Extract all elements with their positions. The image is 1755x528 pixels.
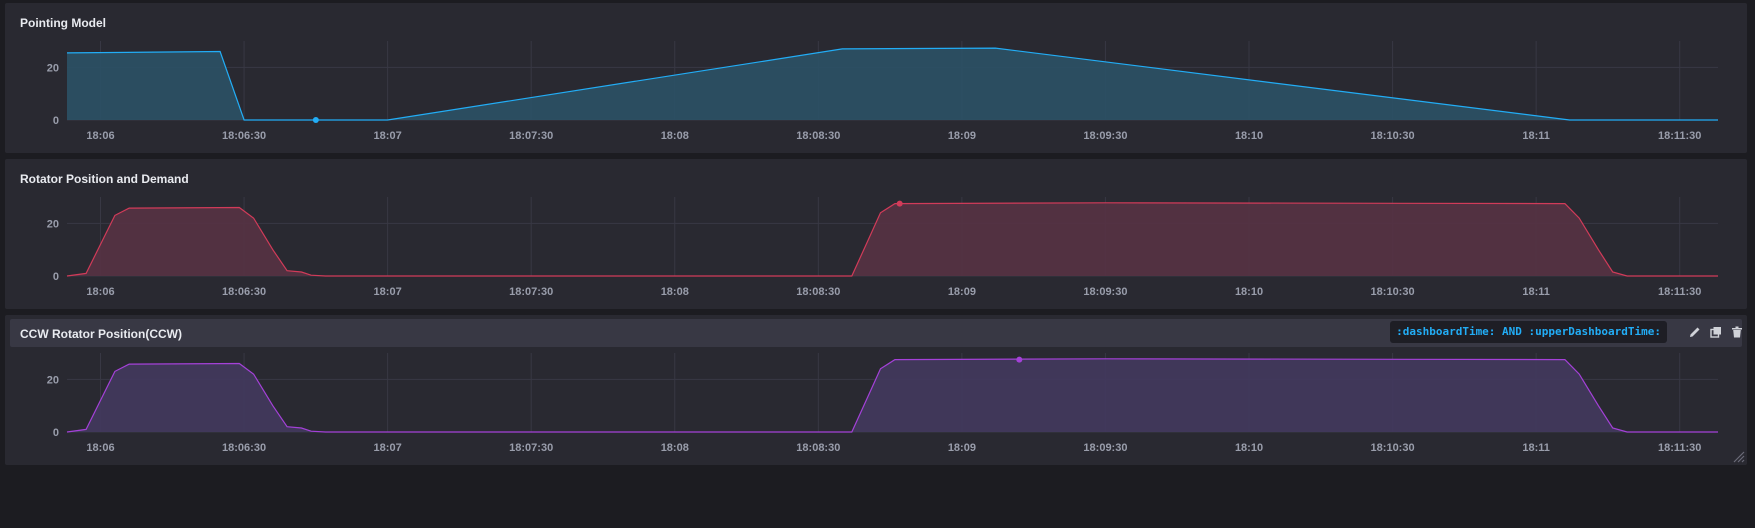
x-tick-label: 18:06:30 [222, 286, 266, 298]
x-tick-label: 18:06 [86, 442, 114, 454]
x-tick-label: 18:07 [374, 442, 402, 454]
rotator-position-chart[interactable]: 18:06 18:06:30 18:07 18:07:30 18:08 18:08:30 1… [5, 159, 1747, 309]
x-tick-label: 18:06:30 [222, 130, 266, 142]
x-tick-label: 18:07 [374, 130, 402, 142]
resize-handle-icon[interactable] [1731, 449, 1745, 463]
hover-point[interactable] [896, 200, 903, 207]
y-tick-label: 20 [47, 62, 59, 74]
series-line[interactable] [66, 47, 1718, 121]
x-tick-label: 18:09:30 [1083, 442, 1127, 454]
panel-title[interactable]: CCW Rotator Position(CCW) [20, 327, 182, 341]
pointing-model-chart[interactable]: 18:06 18:06:30 18:07 18:07:30 18:08 18:08:30 1… [5, 3, 1747, 153]
pencil-icon [1690, 327, 1700, 337]
y-tick-label: 0 [53, 427, 59, 439]
x-tick-label: 18:08 [661, 442, 689, 454]
series-line[interactable] [66, 202, 1718, 277]
panel-title[interactable]: Pointing Model [20, 16, 106, 30]
x-tick-label: 18:10:30 [1371, 442, 1415, 454]
ccw-rotator-chart[interactable]: 18:06 18:06:30 18:07 18:07:30 18:08 18:08:30 1… [5, 315, 1747, 465]
x-tick-label: 18:11 [1522, 286, 1550, 298]
x-tick-label: 18:11 [1522, 442, 1550, 454]
x-tick-label: 18:08:30 [796, 442, 840, 454]
x-tick-label: 18:07:30 [509, 130, 553, 142]
y-tick-label: 0 [53, 115, 59, 127]
edit-panel-button[interactable] [1685, 322, 1705, 342]
x-tick-label: 18:08 [661, 286, 689, 298]
x-tick-label: 18:11:30 [1658, 286, 1701, 298]
x-tick-label: 18:09:30 [1083, 286, 1127, 298]
y-tick-label: 20 [47, 218, 59, 230]
x-tick-label: 18:10 [1235, 286, 1263, 298]
x-tick-label: 18:10:30 [1371, 286, 1415, 298]
x-tick-label: 18:06:30 [222, 442, 266, 454]
panel-title[interactable]: Rotator Position and Demand [20, 172, 189, 186]
x-tick-label: 18:08:30 [796, 130, 840, 142]
y-tick-label: 20 [47, 374, 59, 386]
x-tick-label: 18:07:30 [509, 286, 553, 298]
x-tick-label: 18:09 [948, 442, 976, 454]
x-tick-label: 18:08:30 [796, 286, 840, 298]
series-area [67, 202, 1718, 276]
hover-point[interactable] [1016, 356, 1023, 363]
x-tick-label: 18:10 [1235, 130, 1263, 142]
x-tick-label: 18:07:30 [509, 442, 553, 454]
trash-icon [1732, 326, 1742, 338]
x-tick-label: 18:10 [1235, 442, 1263, 454]
panel-rotator-position-demand: Rotator Position and Demand 18:06 18:06:3… [5, 159, 1747, 309]
panel-pointing-model: Pointing Model 18:06 18:06:30 18:07 18:07:3… [5, 3, 1747, 153]
x-tick-label: 18:08 [661, 130, 689, 142]
y-tick-label: 0 [53, 271, 59, 283]
x-tick-label: 18:06 [86, 130, 114, 142]
query-label: :dashboardTime: AND :upperDashboardTime: [1390, 321, 1667, 343]
x-tick-label: 18:09 [948, 286, 976, 298]
duplicate-icon [1710, 327, 1721, 338]
x-tick-label: 18:07 [374, 286, 402, 298]
duplicate-panel-button[interactable] [1706, 322, 1726, 342]
x-tick-label: 18:11 [1522, 130, 1550, 142]
x-tick-label: 18:06 [86, 286, 114, 298]
x-tick-label: 18:11:30 [1658, 442, 1701, 454]
x-tick-label: 18:11:30 [1658, 130, 1701, 142]
series-area [67, 48, 1718, 120]
hover-point[interactable] [312, 117, 319, 123]
x-tick-label: 18:09 [948, 130, 976, 142]
panel-ccw-rotator-position: CCW Rotator Position(CCW) :dashboardTime… [5, 315, 1747, 465]
series-area [67, 358, 1718, 432]
series-line[interactable] [66, 358, 1718, 433]
delete-panel-button[interactable] [1727, 322, 1747, 342]
x-tick-label: 18:10:30 [1371, 130, 1415, 142]
x-tick-label: 18:09:30 [1083, 130, 1127, 142]
